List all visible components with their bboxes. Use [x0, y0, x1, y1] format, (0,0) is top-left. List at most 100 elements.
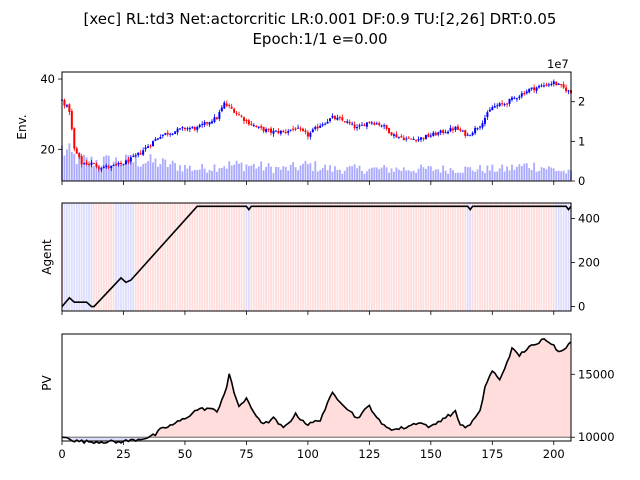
candle-body: [486, 112, 489, 118]
candle-body: [547, 84, 550, 86]
candle-body: [75, 148, 78, 154]
candle-body: [277, 130, 280, 134]
action-bg-bar: [316, 203, 319, 311]
candle-body: [513, 97, 516, 99]
action-bg-bar: [245, 203, 248, 311]
action-bg-bar: [213, 203, 216, 311]
volume-bar: [444, 170, 447, 181]
candle-body: [139, 153, 142, 155]
volume-bar: [380, 167, 383, 181]
candle-body: [88, 163, 91, 165]
volume-bar: [223, 166, 226, 181]
candle-body: [179, 128, 182, 130]
volume-bar: [102, 156, 105, 181]
candle-body: [80, 156, 83, 165]
volume-bar: [262, 170, 265, 181]
env-panel: 20 40 0 1 2: [40, 71, 585, 188]
volume-bar: [270, 166, 272, 181]
chart-title-line1: [xec] RL:td3 Net:actorcritic LR:0.001 DF…: [84, 10, 557, 28]
candle-body: [95, 163, 98, 167]
volume-bar: [565, 173, 567, 181]
candle-body: [201, 124, 204, 126]
volume-bar: [496, 171, 499, 181]
candle-body: [424, 134, 427, 140]
volume-bar: [329, 165, 331, 181]
agent-ylabel: Agent: [40, 239, 54, 275]
action-bg-bar: [341, 203, 344, 311]
candle-body: [429, 135, 432, 137]
volume-bar: [351, 166, 354, 181]
action-bg-bar: [452, 203, 454, 311]
candle-body: [348, 121, 351, 124]
action-bg-bar: [410, 203, 413, 311]
action-bg-bar: [216, 203, 218, 311]
action-bg-bar: [567, 203, 570, 311]
volume-bar: [439, 172, 442, 181]
volume-bar: [149, 154, 152, 181]
candle-body: [314, 126, 317, 130]
candle-body: [412, 138, 415, 140]
candle-body: [542, 85, 545, 87]
candle-body: [506, 103, 509, 105]
action-bg-bar: [314, 203, 317, 311]
volume-bar: [255, 168, 258, 181]
action-bg-bar: [562, 203, 565, 311]
volume-bar: [120, 164, 122, 181]
volume-bar: [161, 158, 164, 181]
action-bg-bar: [513, 203, 516, 311]
candle-body: [122, 164, 125, 166]
action-bg-bar: [63, 203, 66, 311]
x-tick-label: 0: [58, 447, 65, 461]
action-bg-bar: [516, 203, 518, 311]
volume-bar: [314, 161, 317, 181]
candle-body: [466, 134, 469, 136]
candle-body: [535, 87, 538, 91]
action-bg-bar: [265, 203, 267, 311]
volume-bar: [491, 164, 494, 181]
volume-bar: [434, 169, 437, 181]
action-bg-bar: [523, 203, 526, 311]
candle-body: [346, 121, 349, 123]
candle-body: [407, 137, 410, 139]
volume-bar: [294, 167, 297, 181]
action-bg-bar: [370, 203, 373, 311]
action-bg-bar: [179, 203, 181, 311]
action-bg-bar: [444, 203, 447, 311]
action-bg-bar: [538, 203, 540, 311]
candle-body: [316, 126, 319, 129]
candle-body: [282, 131, 285, 133]
x-tick-label: 100: [297, 447, 319, 461]
action-bg-bar: [358, 203, 361, 311]
candle-body: [481, 123, 484, 128]
action-bg-bar: [262, 203, 265, 311]
candle-body: [358, 125, 361, 127]
volume-bar: [191, 170, 194, 181]
volume-bar: [134, 156, 137, 181]
action-bg-bar: [203, 203, 206, 311]
volume-bar: [415, 172, 417, 181]
candle-body: [562, 84, 565, 88]
candle-body: [341, 117, 344, 121]
candle-body: [262, 127, 265, 132]
action-bg-bar: [152, 203, 154, 311]
volume-bar: [326, 170, 329, 181]
volume-bar: [117, 163, 120, 181]
volume-bar: [156, 166, 159, 181]
candle-body: [319, 125, 322, 128]
action-bg-bar: [326, 203, 329, 311]
volume-bar: [422, 167, 425, 181]
volume-bar: [464, 166, 467, 181]
volume-bar: [334, 166, 336, 181]
volume-bar: [459, 172, 462, 181]
action-bg-bar: [459, 203, 462, 311]
action-bg-bar: [547, 203, 550, 311]
volume-bar: [432, 170, 435, 181]
volume-bar: [137, 166, 140, 181]
volume-tick-label: 2: [578, 95, 585, 109]
candle-body: [451, 128, 454, 131]
action-bg-bar: [228, 203, 231, 311]
candle-body: [154, 139, 157, 141]
candle-body: [461, 130, 464, 132]
action-bg-bar: [432, 203, 435, 311]
action-bg-bar: [393, 203, 395, 311]
